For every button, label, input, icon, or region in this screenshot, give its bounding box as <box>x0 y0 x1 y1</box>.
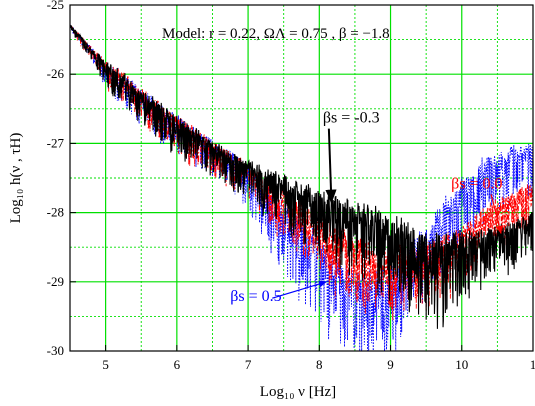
y-tick-label: -26 <box>47 66 65 81</box>
x-tick-label: 1 <box>530 357 535 372</box>
series-line-0 <box>70 24 533 329</box>
y-axis-title: Log₁₀ h(ν , τH) <box>8 133 24 224</box>
plot-frame <box>69 4 534 352</box>
x-tick-label: 8 <box>316 357 323 372</box>
y-tick-label: -29 <box>47 274 64 289</box>
model-annotation: Model: r = 0.22, ΩΛ = 0.75 , β = −1.8 <box>162 26 390 42</box>
x-axis-title: Log₁₀ ν [Hz] <box>260 384 336 400</box>
series-arrow-0 <box>325 128 337 204</box>
ticks: 5 6 7 8 9 10 1 -30 -29 -28 -27 -26 -25 <box>47 0 535 372</box>
series-annotations: βs = -0.3 βs = 0.0 βs = 0.5 <box>230 110 502 306</box>
series-arrow-2 <box>272 280 328 299</box>
x-tick-label: 9 <box>387 357 394 372</box>
x-tick-label: 5 <box>102 357 109 372</box>
series-label-2: βs = 0.5 <box>230 288 281 305</box>
y-tick-label: -27 <box>47 135 65 150</box>
series-label-0: βs = -0.3 <box>323 110 380 127</box>
y-tick-label: -30 <box>47 343 64 358</box>
x-tick-label: 6 <box>174 357 181 372</box>
series-label-1: βs = 0.0 <box>451 175 502 192</box>
y-tick-label: -25 <box>47 0 64 12</box>
series-group <box>70 24 533 351</box>
x-tick-label: 10 <box>455 357 468 372</box>
y-tick-label: -28 <box>47 205 64 220</box>
series-arrow-1 <box>490 194 503 235</box>
x-tick-label: 7 <box>245 357 252 372</box>
